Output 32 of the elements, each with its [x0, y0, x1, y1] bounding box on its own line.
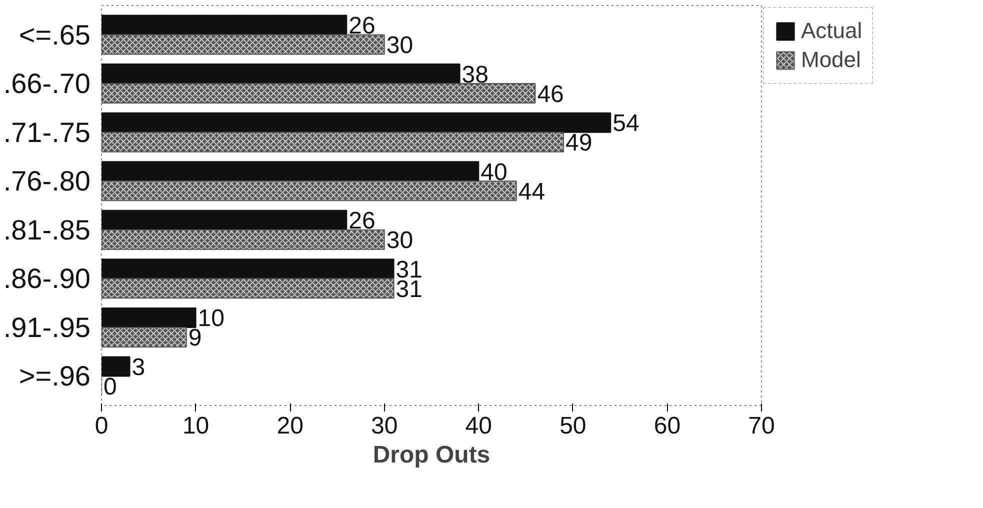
x-tick-label: 20	[276, 412, 304, 440]
data-label: 26	[348, 208, 376, 235]
y-tick-label: .76-.80	[3, 166, 90, 197]
data-label: 46	[537, 80, 564, 108]
data-label: 9	[188, 324, 202, 352]
x-tick-label: 70	[748, 412, 775, 440]
data-label: 49	[566, 130, 592, 157]
data-label: 30	[386, 227, 414, 254]
y-tick-label: <=.65	[18, 19, 91, 50]
legend-label: Actual	[801, 18, 862, 44]
y-tick-label: .86-.90	[3, 263, 90, 294]
data-label: 38	[462, 61, 488, 88]
x-tick-label: 60	[654, 412, 681, 440]
data-label: 44	[518, 178, 546, 206]
x-tick-label: 40	[465, 412, 492, 440]
data-label: 54	[612, 110, 640, 138]
x-tick-label: 0	[94, 412, 108, 440]
y-tick-label: .71-.75	[3, 116, 90, 148]
data-label: 3	[132, 354, 146, 381]
data-label: 30	[386, 32, 414, 60]
data-label: 0	[104, 373, 117, 400]
data-label: 40	[480, 158, 508, 186]
x-tick-label: 10	[182, 412, 210, 440]
y-tick-label: .66-.70	[3, 68, 90, 100]
data-label: 26	[348, 12, 376, 40]
x-tick-label: 30	[371, 412, 398, 440]
x-tick-label: 50	[560, 412, 586, 440]
y-tick-label: .81-.85	[3, 214, 90, 246]
legend-label: Model	[801, 47, 861, 73]
x-axis-title: Drop Outs	[372, 442, 490, 468]
y-tick-label: >=.96	[18, 360, 91, 392]
y-tick-label: .91-.95	[3, 312, 90, 343]
